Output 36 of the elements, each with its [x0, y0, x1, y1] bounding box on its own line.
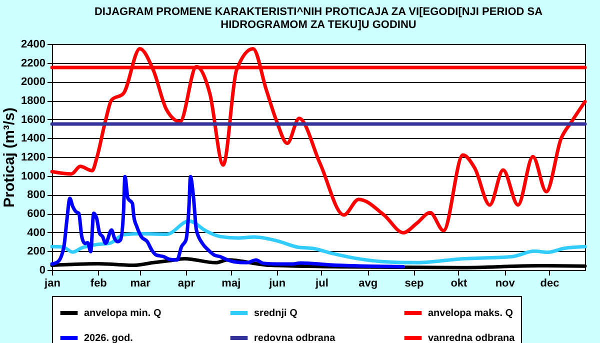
- x-tick-label: feb: [90, 278, 108, 290]
- y-tick-label: 2000: [21, 76, 46, 88]
- line-series: [50, 219, 587, 264]
- x-tick-label: jun: [268, 278, 286, 290]
- y-axis-title: Proticaj (m³/s): [1, 107, 18, 208]
- y-tick-label: 0: [39, 264, 46, 276]
- y-tick-label: 1600: [21, 114, 46, 126]
- line-series: [50, 174, 406, 268]
- y-tick-label: 1000: [21, 170, 46, 182]
- legend-label: redovna odbrana: [254, 333, 336, 343]
- x-tick-label: nov: [495, 278, 516, 290]
- legend-label: anvelopa maks. Q: [428, 308, 514, 319]
- y-tick-label: 2200: [21, 57, 46, 70]
- y-tick-label: 2400: [21, 38, 46, 50]
- y-tick-label: 400: [27, 226, 46, 239]
- x-tick-label: avg: [358, 278, 378, 290]
- y-tick-label: 200: [27, 246, 46, 258]
- x-tick-label: okt: [450, 278, 468, 290]
- legend-label: srednji Q: [254, 308, 298, 319]
- y-tick-label: 600: [27, 208, 46, 220]
- x-tick-label: mar: [130, 278, 152, 290]
- x-tick-label: apr: [178, 278, 196, 290]
- y-tick-label: 800: [27, 189, 46, 202]
- chart-title: DIJAGRAM PROMENE KARAKTERISTI^NIH PROTICAJA ZA VI[EGODI[NJI PERIOD SA HIDROGRAMOM ZA TEKU]U GODINU: [94, 6, 543, 31]
- x-tick-label: maj: [222, 278, 241, 290]
- legend-label: 2026. god.: [84, 333, 134, 343]
- x-tick-label: jul: [314, 278, 328, 290]
- y-tick-label: 1200: [21, 152, 46, 164]
- x-tick-label: sep: [404, 278, 424, 290]
- x-tick-label: dec: [540, 278, 560, 290]
- legend-label: anvelopa min. Q: [84, 308, 162, 319]
- x-tick-label: jan: [44, 278, 61, 290]
- y-tick-label: 1800: [21, 95, 46, 107]
- legend-label: vanredna odbrana: [428, 333, 516, 343]
- y-tick-label: 1400: [21, 132, 46, 145]
- line-series: [50, 46, 587, 234]
